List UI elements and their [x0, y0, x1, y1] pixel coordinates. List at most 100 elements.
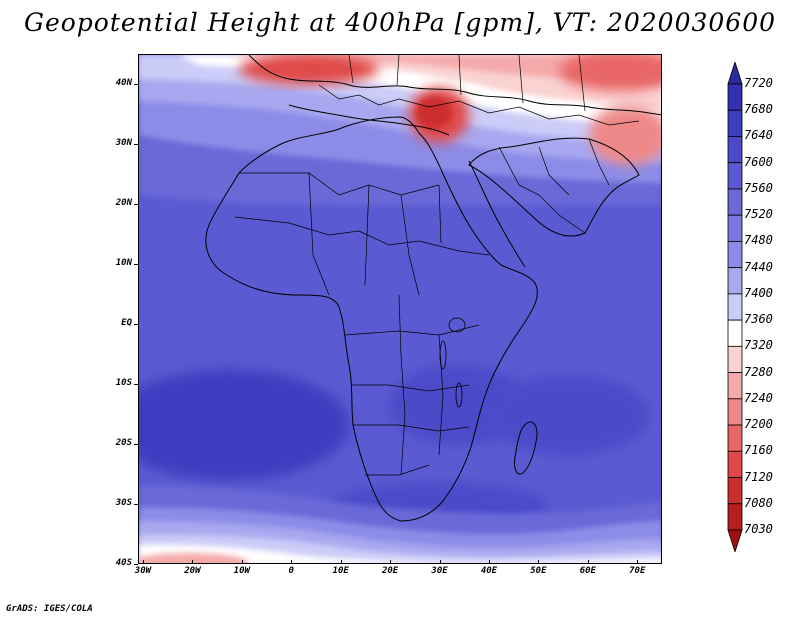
- geopotential-map: [139, 55, 661, 563]
- lake-tanganyika: [439, 340, 447, 370]
- colorbar-swatch: [727, 267, 743, 295]
- colorbar-swatch: [727, 62, 743, 85]
- colorbar-swatch: [727, 345, 743, 373]
- credit-text: GrADS: IGES/COLA: [6, 604, 93, 614]
- longitude-tick: [390, 560, 392, 564]
- colorbar-level-label: 7320: [744, 338, 773, 353]
- latitude-tick: [134, 204, 138, 205]
- field-low-asia: [559, 55, 661, 91]
- colorbar-swatch: [727, 529, 743, 552]
- colorbar-level-label: 7680: [744, 102, 773, 117]
- latitude-tick: [134, 444, 138, 445]
- longitude-label: 50E: [530, 566, 547, 576]
- field-band-7240: [239, 55, 661, 85]
- longitude-tick: [241, 560, 243, 564]
- country-borders: [234, 55, 640, 476]
- latitude-tick: [134, 324, 138, 325]
- latitude-label: 10S: [115, 378, 132, 388]
- field-high-east: [489, 375, 649, 455]
- field-low-south-atlantic: [139, 553, 249, 563]
- longitude-label: 60E: [579, 566, 596, 576]
- colorbar-level-label: 7200: [744, 417, 773, 432]
- colorbar-swatch: [727, 214, 743, 242]
- latitude-tick: [134, 504, 138, 505]
- latitude-tick: [134, 144, 138, 145]
- colorbar-level-label: 7440: [744, 259, 773, 274]
- field-low-europe: [239, 55, 379, 85]
- coastlines: [205, 55, 661, 522]
- colorbar-level-label: 7560: [744, 180, 773, 195]
- longitude-tick: [538, 560, 540, 564]
- field-high-west: [139, 370, 349, 480]
- colorbar-swatch: [727, 477, 743, 505]
- africa-coastline: [205, 116, 538, 522]
- colorbar-swatch: [727, 136, 743, 164]
- europe-coastline: [248, 55, 661, 116]
- latitude-tick: [134, 564, 138, 565]
- latitude-tick: [134, 264, 138, 265]
- colorbar-level-label: 7640: [744, 128, 773, 143]
- latitude-tick: [134, 384, 138, 385]
- map-title: Geopotential Height at 400hPa [gpm], VT:…: [23, 8, 777, 37]
- colorbar-swatch: [727, 83, 743, 111]
- colorbar-level-label: 7240: [744, 390, 773, 405]
- latitude-label: 20S: [115, 438, 132, 448]
- longitude-tick: [587, 560, 589, 564]
- lake-malawi: [455, 382, 463, 408]
- field-south-7360: [139, 544, 661, 563]
- longitude-label: 70E: [629, 566, 646, 576]
- map-panel: [138, 54, 662, 564]
- lakes: [439, 317, 466, 408]
- mediterranean-coastline: [288, 104, 450, 136]
- colorbar-swatch: [727, 372, 743, 400]
- colorbar-swatch: [727, 109, 743, 137]
- latitude-label: 40S: [115, 558, 132, 568]
- latitude-label: 40N: [115, 78, 132, 88]
- latitude-label: 30N: [115, 138, 132, 148]
- colorbar-swatch: [727, 188, 743, 216]
- red-sea-coastline: [468, 160, 526, 268]
- colorbar-level-label: 7480: [744, 233, 773, 248]
- longitude-label: 10E: [332, 566, 349, 576]
- colorbar-swatch: [727, 398, 743, 426]
- latitude-label: EQ: [121, 318, 132, 328]
- madagascar-coastline: [514, 421, 538, 475]
- colorbar-level-label: 7600: [744, 154, 773, 169]
- field-low-arabia: [589, 105, 661, 165]
- colorbar-swatch: [727, 450, 743, 478]
- colorbar-level-label: 7080: [744, 495, 773, 510]
- colorbar-level-label: 7360: [744, 312, 773, 327]
- field-low-mediterranean-core: [416, 97, 452, 129]
- colorbar-level-label: 7520: [744, 207, 773, 222]
- longitude-tick: [488, 560, 490, 564]
- longitude-label: 20W: [184, 566, 201, 576]
- colorbar-swatch: [727, 424, 743, 452]
- colorbar-swatch: [727, 293, 743, 321]
- longitude-tick: [142, 560, 144, 564]
- latitude-label: 10N: [115, 258, 132, 268]
- longitude-label: 0: [288, 566, 294, 576]
- longitude-tick: [192, 560, 194, 564]
- lake-victoria: [448, 317, 466, 333]
- longitude-tick: [439, 560, 441, 564]
- longitude-label: 10W: [233, 566, 250, 576]
- longitude-label: 30W: [134, 566, 152, 576]
- longitude-label: 20E: [381, 566, 399, 576]
- colorbar-level-label: 7030: [744, 522, 773, 536]
- colorbar-level-label: 7400: [744, 285, 773, 300]
- colorbar-level-label: 7120: [744, 469, 773, 484]
- colorbar-swatch: [727, 241, 743, 269]
- longitude-label: 40E: [480, 566, 498, 576]
- longitude-tick: [291, 560, 293, 564]
- longitude-label: 30E: [431, 566, 448, 576]
- latitude-label: 20N: [115, 198, 132, 208]
- colorbar-swatch: [727, 503, 743, 531]
- latitude-tick: [134, 84, 138, 85]
- colorbar-level-label: 7280: [744, 364, 773, 379]
- colorbar-swatch: [727, 162, 743, 190]
- arabia-coastline: [468, 137, 640, 237]
- latitude-label: 30S: [115, 498, 132, 508]
- colorbar-swatch: [727, 319, 743, 347]
- longitude-tick: [637, 560, 639, 564]
- colorbar-level-label: 7160: [744, 443, 773, 458]
